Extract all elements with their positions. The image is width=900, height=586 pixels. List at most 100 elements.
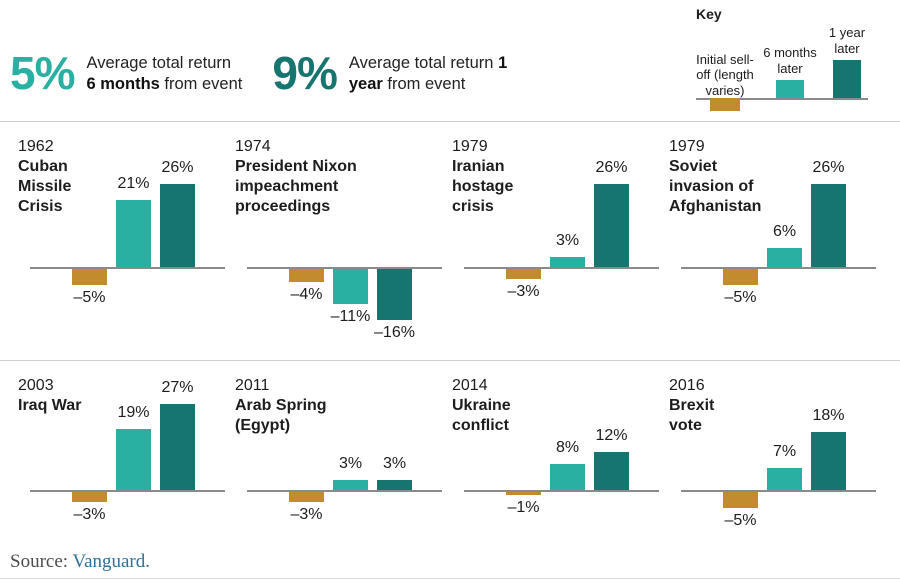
bar-1-year xyxy=(377,269,412,320)
summary-stats: 5% Average total return 6 months from eve… xyxy=(10,50,508,96)
value-label-6-months: 3% xyxy=(555,232,580,249)
axis-line xyxy=(681,267,876,269)
value-label-sell-off: –5% xyxy=(724,512,757,529)
value-label-6-months: 7% xyxy=(772,443,797,460)
event-chart-1974: 1974 President Nixon impeachment proceeding… xyxy=(233,122,450,360)
event-name: Ukraine conflict xyxy=(452,397,511,434)
event-title: 1979 Soviet invasion of Afghanistan xyxy=(669,137,761,217)
bar-6-months xyxy=(767,468,802,490)
value-label-1-year: 3% xyxy=(382,455,407,472)
legend-item-1-year: 1 year later xyxy=(826,25,868,98)
bar-sell-off xyxy=(506,269,541,279)
charts-row-2: 2003 Iraq War –3% 19% 27% 2011 Arab Spring (Egy… xyxy=(0,361,900,535)
axis-line xyxy=(30,267,225,269)
value-label-1-year: –16% xyxy=(374,324,415,341)
plot-area: –3% 3% 3% xyxy=(247,361,442,535)
value-label-6-months: 19% xyxy=(117,404,150,421)
event-title: 1974 President Nixon impeachment proceeding… xyxy=(235,137,357,217)
event-chart-1979: 1979 Iranian hostage crisis –3% 3% 26% xyxy=(450,122,667,360)
legend-item-sell-off: Initial sell-off (length varies) xyxy=(696,52,754,98)
axis-line xyxy=(464,490,659,492)
event-chart-2014: 2014 Ukraine conflict –1% 8% 12% xyxy=(450,361,667,535)
bar-sell-off xyxy=(289,492,324,502)
event-chart-1962: 1962 Cuban Missile Crisis –5% 21% 26% xyxy=(16,122,233,360)
bar-6-months xyxy=(333,480,368,490)
axis-line xyxy=(247,490,442,492)
event-title: 2016 Brexit vote xyxy=(669,376,714,436)
bar-6-months xyxy=(116,200,151,267)
event-title: 2011 Arab Spring (Egypt) xyxy=(235,376,327,436)
event-title: 2003 Iraq War xyxy=(18,376,81,416)
bar-1-year xyxy=(160,404,195,490)
charts-row-1: 1962 Cuban Missile Crisis –5% 21% 26% 1974 Presi… xyxy=(0,122,900,360)
event-name: Arab Spring (Egypt) xyxy=(235,397,327,434)
event-year: 2014 xyxy=(452,377,488,394)
bar-sell-off xyxy=(72,269,107,285)
stat-6-months: 5% Average total return 6 months from eve… xyxy=(10,50,243,96)
bar-1-year xyxy=(160,184,195,267)
event-title: 1962 Cuban Missile Crisis xyxy=(18,137,71,217)
bar-1-year xyxy=(377,480,412,490)
source-link[interactable]: Vanguard. xyxy=(72,551,151,572)
bar-sell-off xyxy=(72,492,107,502)
bar-1-year xyxy=(811,184,846,267)
value-label-6-months: 6% xyxy=(772,223,797,240)
event-year: 1979 xyxy=(669,138,705,155)
value-label-sell-off: –4% xyxy=(290,286,323,303)
legend-bar-1-year xyxy=(833,60,861,98)
axis-line xyxy=(464,267,659,269)
value-label-sell-off: –3% xyxy=(73,506,106,523)
legend-key: Key Initial sell-off (length varies) 6 m… xyxy=(696,6,868,111)
legend-item-6-months: 6 months later xyxy=(763,45,817,98)
row-divider xyxy=(0,360,900,361)
plot-area: –3% 19% 27% xyxy=(30,361,225,535)
event-chart-2003: 2003 Iraq War –3% 19% 27% xyxy=(16,361,233,535)
axis-line xyxy=(30,490,225,492)
value-label-6-months: 3% xyxy=(338,455,363,472)
value-label-sell-off: –1% xyxy=(507,499,540,516)
header: 5% Average total return 6 months from eve… xyxy=(0,0,900,121)
event-chart-2016: 2016 Brexit vote –5% 7% 18% xyxy=(667,361,884,535)
event-name: President Nixon impeachment proceedings xyxy=(235,158,357,215)
value-label-sell-off: –5% xyxy=(73,289,106,306)
value-label-1-year: 12% xyxy=(595,427,628,444)
stat-1-year: 9% Average total return 1 year from event xyxy=(272,50,508,96)
event-year: 2011 xyxy=(235,377,270,394)
stat-1-year-desc: Average total return 1 year from event xyxy=(348,53,508,93)
bar-sell-off xyxy=(289,269,324,282)
bar-6-months xyxy=(767,248,802,267)
event-year: 2003 xyxy=(18,377,54,394)
value-label-6-months: 8% xyxy=(555,439,580,456)
value-label-sell-off: –5% xyxy=(724,289,757,306)
legend-key-chart: Initial sell-off (length varies) 6 month… xyxy=(696,24,868,111)
plot-area: –5% 21% 26% xyxy=(30,122,225,360)
value-label-sell-off: –3% xyxy=(507,283,540,300)
value-label-6-months: –11% xyxy=(330,308,371,325)
bar-6-months xyxy=(333,269,368,304)
bar-sell-off xyxy=(723,269,758,285)
event-year: 1974 xyxy=(235,138,271,155)
event-title: 1979 Iranian hostage crisis xyxy=(452,137,513,217)
event-year: 1962 xyxy=(18,138,54,155)
header-divider xyxy=(0,121,900,122)
plot-area: –4% –11% –16% xyxy=(247,122,442,360)
bar-1-year xyxy=(811,432,846,490)
stat-6-months-desc: Average total return 6 months from event xyxy=(86,53,243,93)
legend-bar-6-months xyxy=(776,80,804,98)
bottom-divider xyxy=(0,578,900,579)
event-name: Iraq War xyxy=(18,397,82,414)
bar-6-months xyxy=(550,257,585,267)
bar-sell-off xyxy=(506,492,541,495)
bar-6-months xyxy=(550,464,585,490)
event-year: 2016 xyxy=(669,377,705,394)
axis-line xyxy=(681,490,876,492)
event-name: Iranian hostage crisis xyxy=(452,158,514,215)
plot-area: –5% 7% 18% xyxy=(681,361,876,535)
event-year: 1979 xyxy=(452,138,488,155)
bar-6-months xyxy=(116,429,151,490)
bar-sell-off xyxy=(723,492,758,508)
event-name: Soviet invasion of Afghanistan xyxy=(669,158,762,215)
value-label-1-year: 26% xyxy=(595,159,628,176)
value-label-6-months: 21% xyxy=(117,175,150,192)
